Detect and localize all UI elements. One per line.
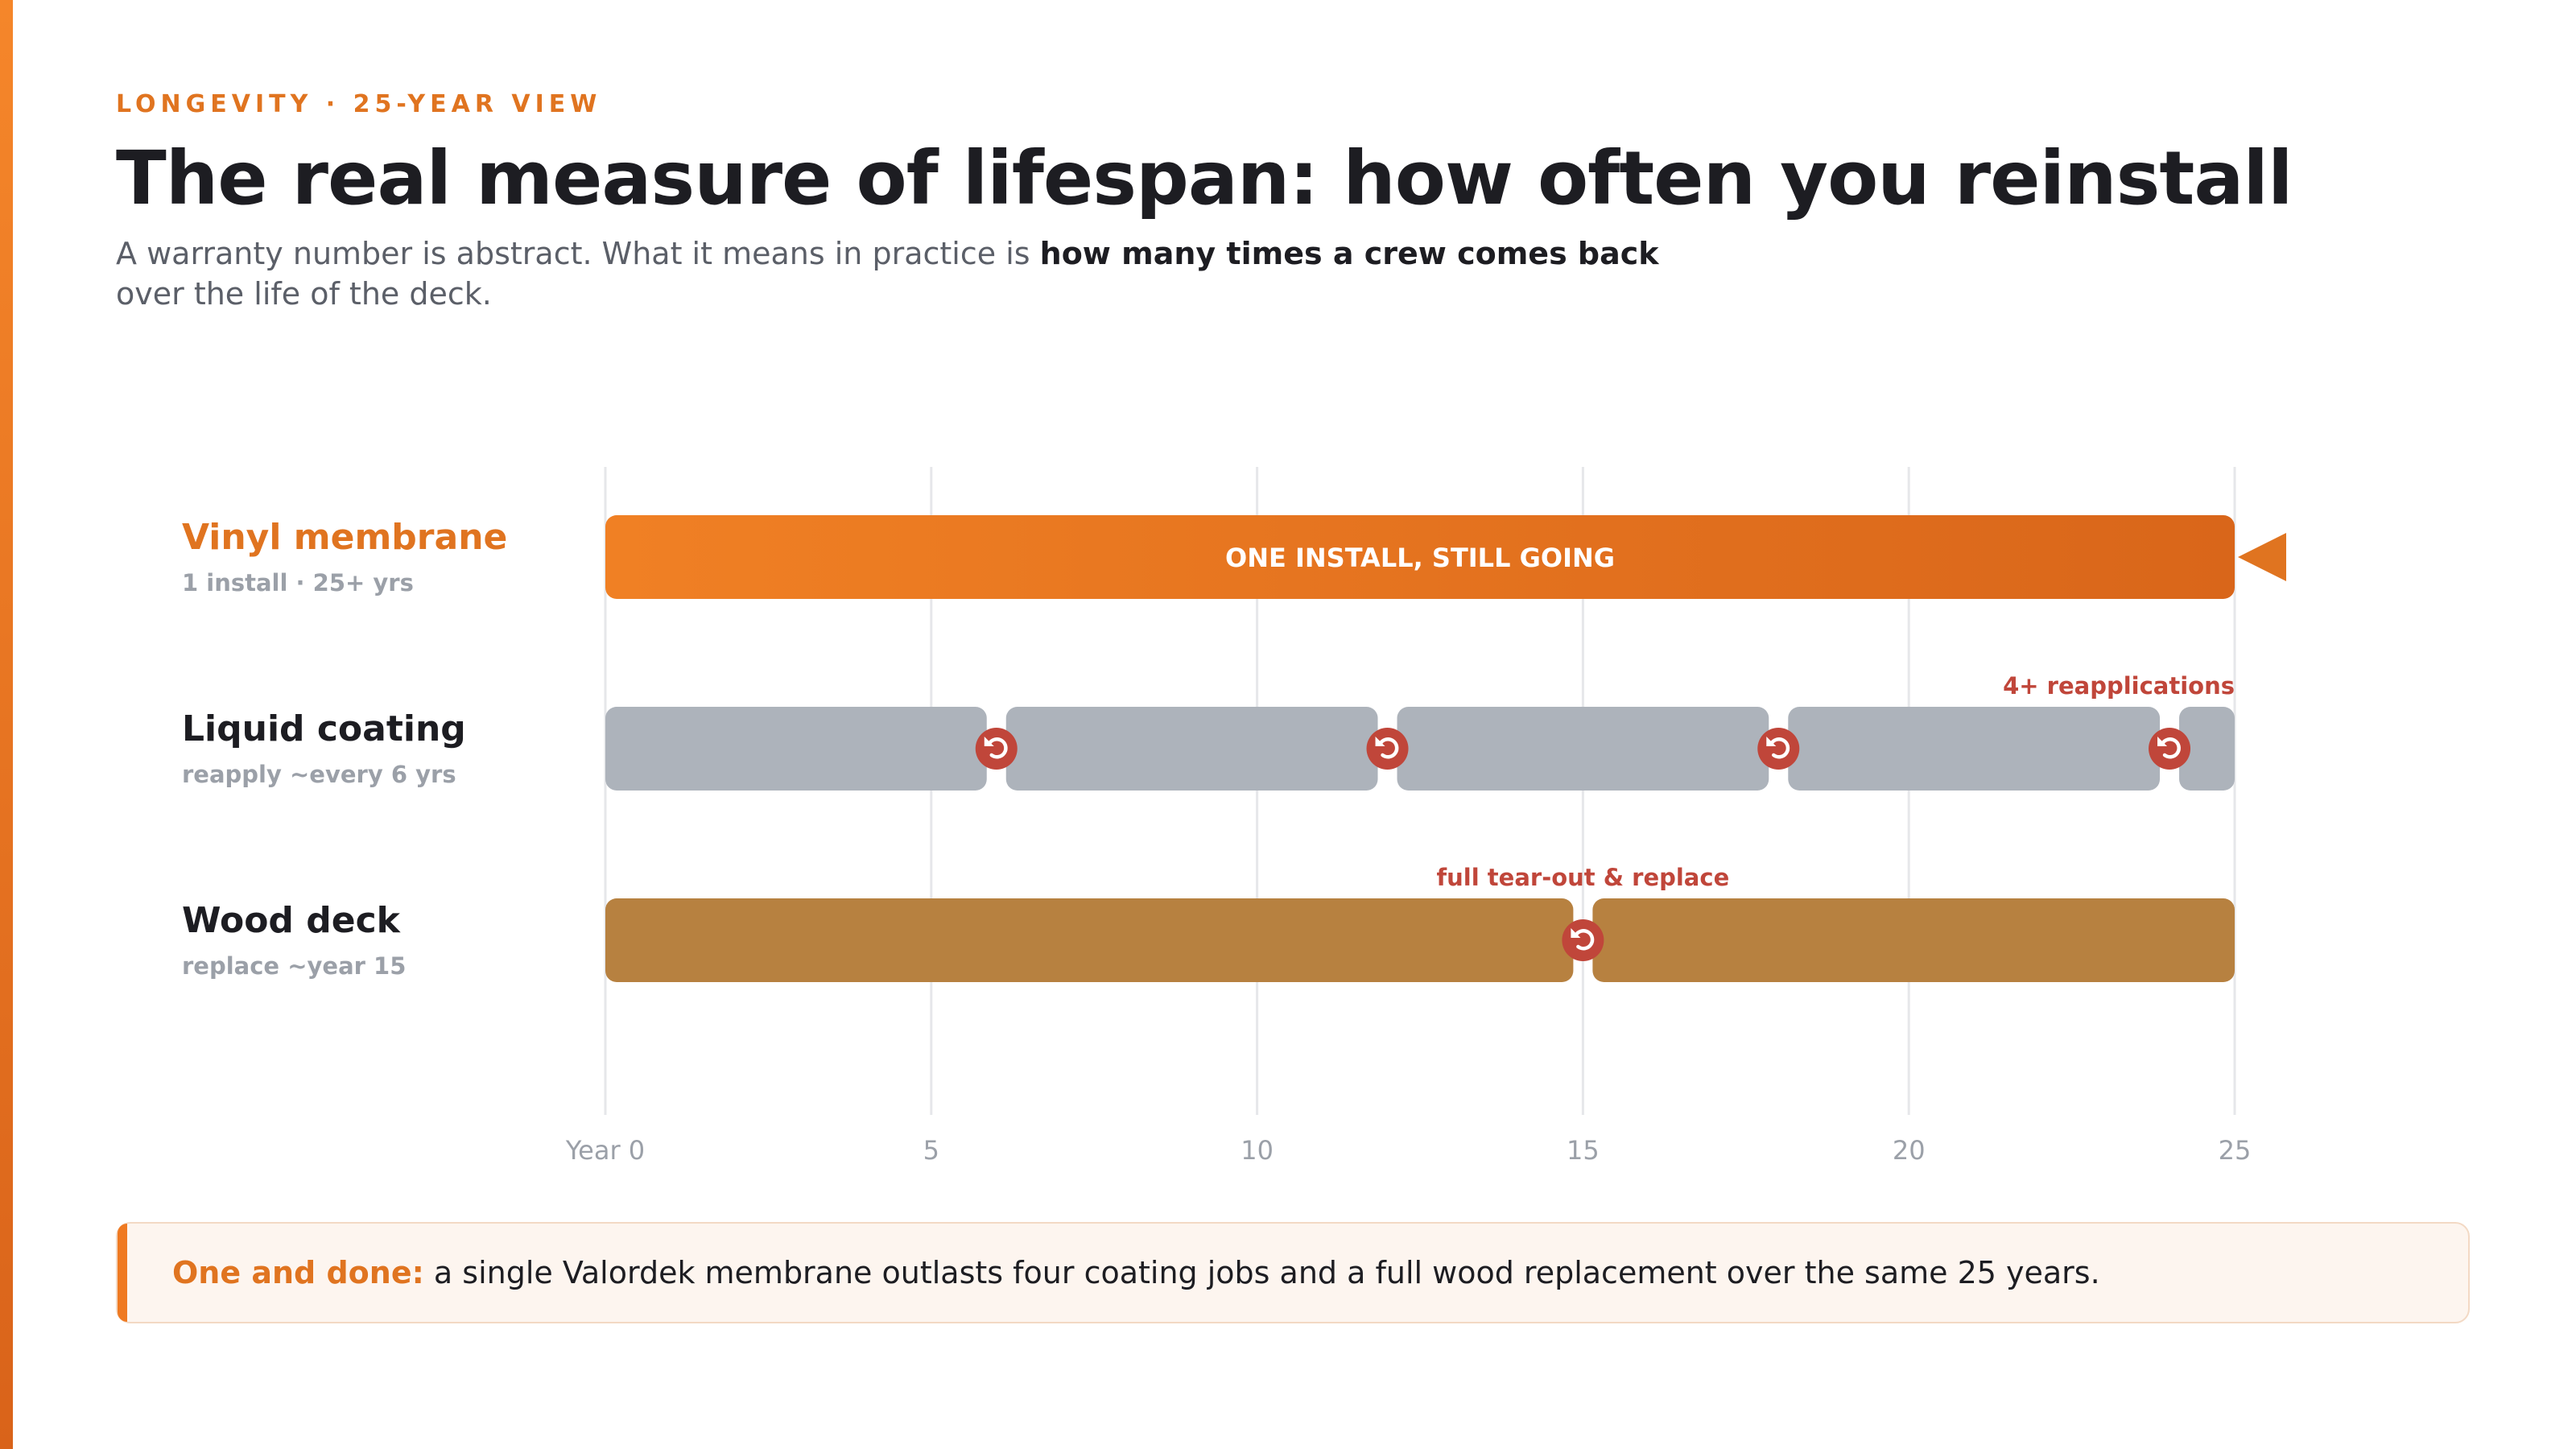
subtitle: A warranty number is abstract. What it m…: [116, 233, 1694, 314]
x-tick-label: 10: [1241, 1135, 1274, 1166]
reinstall-marker: [1562, 919, 1604, 961]
timeline-segment: [1005, 707, 1378, 791]
callout-text: One and done: a single Valordek membrane…: [172, 1254, 2436, 1291]
x-tick-label: 5: [923, 1135, 939, 1166]
x-tick-label: Year 0: [565, 1135, 645, 1166]
reinstall-marker: [1366, 728, 1409, 770]
subtitle-emphasis: how many times a crew comes back: [1039, 236, 1659, 271]
x-tick-label: 25: [2219, 1135, 2252, 1166]
reinstall-arrowhead: [1375, 737, 1385, 746]
continues-arrow-icon: [2238, 533, 2286, 581]
row-label: Liquid coating: [182, 708, 466, 749]
eyebrow-label: LONGEVITY · 25-YEAR VIEW: [116, 90, 602, 118]
subtitle-text-start: A warranty number is abstract. What it m…: [116, 236, 1040, 271]
reinstall-arrowhead: [984, 737, 994, 746]
reinstall-icon: [1757, 728, 1800, 770]
reinstall-arrow: [2160, 737, 2181, 759]
callout-accent-bar: [118, 1224, 127, 1322]
reinstall-icon: [2149, 728, 2191, 770]
reinstall-arrow: [1378, 737, 1399, 759]
subtitle-text-end: over the life of the deck.: [116, 276, 492, 312]
timeline-segment: [605, 515, 2235, 599]
x-tick-label: 20: [1893, 1135, 1926, 1166]
timeline-segment: [605, 707, 987, 791]
row-label: Wood deck: [182, 900, 402, 941]
reinstall-marker: [2149, 728, 2191, 770]
reinstall-annotation: 4+ reapplications: [2003, 672, 2235, 700]
reinstall-icon: [1366, 728, 1409, 770]
callout-lead: One and done:: [172, 1255, 424, 1290]
reinstall-arrow: [1574, 929, 1595, 951]
summary-callout: One and done: a single Valordek membrane…: [116, 1222, 2470, 1323]
timeline-segment: [2179, 707, 2235, 791]
bar-label: ONE INSTALL, STILL GOING: [1225, 543, 1615, 573]
reinstall-marker: [1757, 728, 1800, 770]
reinstall-icon: [1562, 919, 1604, 961]
accent-bar: [0, 0, 13, 1449]
reinstall-arrowhead: [2157, 737, 2168, 746]
x-tick-label: 15: [1567, 1135, 1600, 1166]
reinstall-arrowhead: [1766, 737, 1777, 746]
row-sublabel: reapply ~every 6 yrs: [182, 761, 456, 788]
reinstall-annotation: full tear-out & replace: [1437, 864, 1730, 891]
row-label: Vinyl membrane: [182, 517, 507, 558]
lifespan-timeline-chart: Year 0 5 10 15 20 25 Vinyl membrane 1 install ·…: [182, 467, 2286, 1166]
timeline-segment: [605, 898, 1574, 982]
reinstall-icon: [975, 728, 1018, 770]
reinstall-marker: [975, 728, 1018, 770]
row-sublabel: 1 install · 25+ yrs: [182, 569, 414, 597]
callout-body: a single Valordek membrane outlasts four…: [423, 1255, 2100, 1290]
timeline-segment: [1397, 707, 1769, 791]
row-sublabel: replace ~year 15: [182, 952, 406, 980]
page-title: The real measure of lifespan: how often …: [116, 135, 2293, 221]
timeline-segment: [1592, 898, 2235, 982]
reinstall-arrowhead: [1571, 928, 1581, 938]
timeline-segment: [1788, 707, 2161, 791]
reinstall-arrow: [1769, 737, 1790, 759]
reinstall-arrow: [987, 737, 1008, 759]
